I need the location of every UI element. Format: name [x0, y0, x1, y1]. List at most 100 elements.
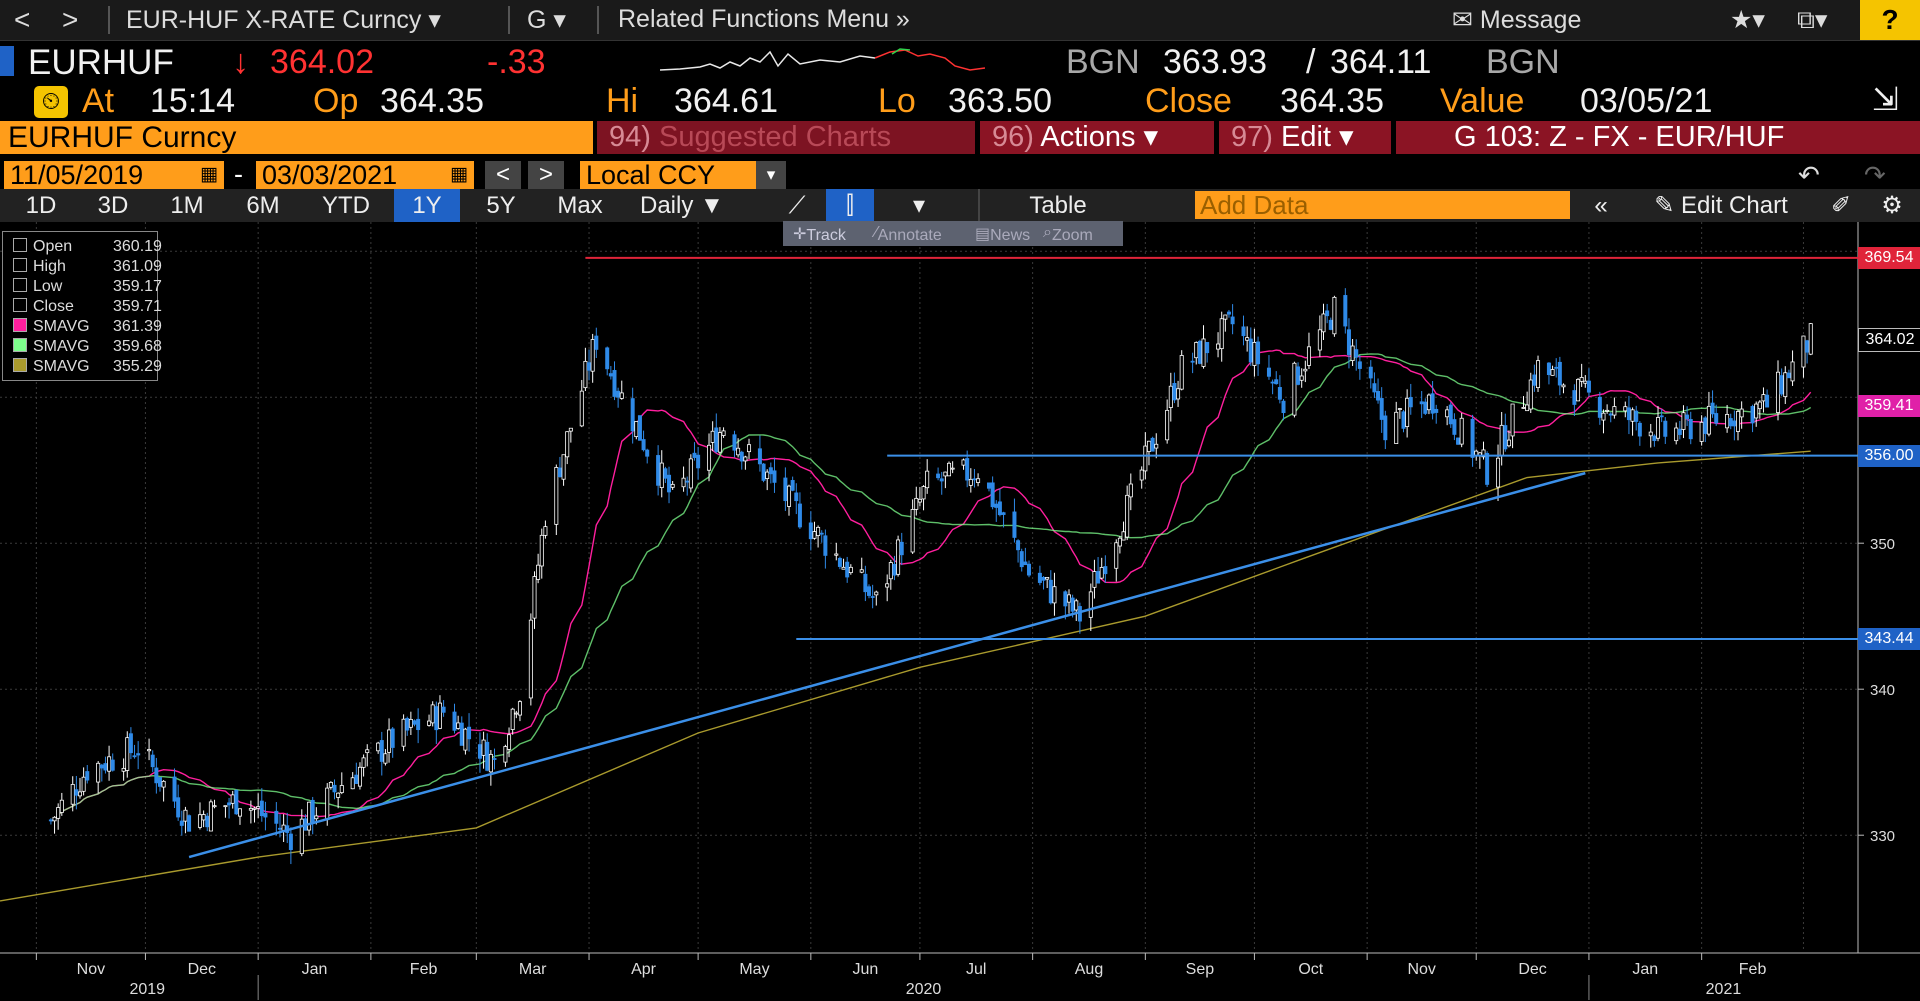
x-tick-label: Sep: [1186, 961, 1215, 978]
bid-source: BGN: [1066, 43, 1140, 81]
forward-arrow-icon[interactable]: >: [62, 4, 79, 35]
legend-item[interactable]: Low 359.17: [13, 278, 162, 298]
candle-body: [1637, 422, 1642, 437]
edit-chart-button[interactable]: ✎ Edit Chart: [1636, 189, 1806, 222]
gear-icon[interactable]: ⚙: [1881, 192, 1903, 219]
x-axis: Nov Dec Jan Feb Mar Apr May Jun Jul Aug Sep Oct Nov D…: [0, 222, 1920, 1000]
candle-body: [1023, 561, 1028, 566]
candle-body: [437, 702, 442, 729]
calendar-icon[interactable]: ▦: [450, 161, 474, 189]
annotate-tool[interactable]: ⁄ Annotate: [875, 224, 942, 244]
candle-body: [761, 463, 766, 481]
legend-item[interactable]: SMAVG 355.29: [13, 358, 162, 378]
security-name[interactable]: EURHUF Curncy: [0, 121, 593, 154]
range-6m[interactable]: 6M: [246, 192, 280, 219]
actions-button[interactable]: 96) Actions ▾: [980, 121, 1214, 154]
zoom-tool[interactable]: ⌕ Zoom: [1043, 224, 1093, 244]
table-button[interactable]: Table: [978, 189, 1136, 222]
chart-type-dropdown[interactable]: ▾: [912, 192, 926, 219]
legend-label: Low: [33, 278, 63, 295]
candle-body: [1063, 591, 1068, 607]
candle-body: [147, 749, 152, 752]
candle-body: [1226, 311, 1231, 315]
gauge-icon[interactable]: ⏲: [34, 86, 68, 118]
message-label: Message: [1479, 6, 1582, 34]
frequency-select[interactable]: Daily ▼: [640, 192, 724, 219]
back-arrow-icon[interactable]: <: [14, 4, 31, 35]
candle-body: [1190, 360, 1195, 363]
legend-value: 359.68: [113, 338, 162, 355]
candle-body: [1379, 398, 1384, 420]
page-title: G 103: Z - FX - EUR/HUF: [1396, 121, 1920, 154]
next-period-button[interactable]: >: [528, 161, 564, 189]
message-button[interactable]: ✉ Message: [1452, 5, 1581, 35]
chart-grid: [0, 222, 1858, 952]
candle-body: [85, 771, 90, 781]
candle-body: [1001, 512, 1006, 515]
legend-item[interactable]: SMAVG 361.39: [13, 318, 162, 338]
candle-body: [1328, 319, 1333, 330]
legend-item[interactable]: SMAVG 359.68: [13, 338, 162, 358]
currency-select[interactable]: Local CCY: [580, 161, 756, 189]
previous-period-button[interactable]: <: [485, 161, 521, 189]
candle-body: [1179, 355, 1184, 390]
candle-body: [325, 787, 330, 821]
calendar-icon[interactable]: ▦: [200, 161, 224, 189]
add-data-input[interactable]: Add Data: [1195, 191, 1570, 219]
drawn-lines: [188, 256, 1858, 859]
range-ytd[interactable]: YTD: [322, 192, 370, 219]
candle-body: [401, 718, 406, 747]
candle-body: [1317, 329, 1322, 351]
candle-body: [1776, 371, 1781, 413]
draw-tool-icon[interactable]: ✐: [1830, 192, 1852, 219]
candle-body: [354, 774, 359, 784]
function-menu[interactable]: G ▾: [527, 6, 566, 34]
candles: [48, 288, 1813, 865]
divider: [108, 6, 110, 34]
candle-body: [234, 790, 239, 815]
edit-button[interactable]: 97) Edit ▾: [1219, 121, 1391, 154]
window-export-icon[interactable]: ⧉▾: [1797, 6, 1828, 34]
line-chart-icon[interactable]: ⟋: [788, 192, 806, 219]
candle-body: [1754, 403, 1759, 419]
end-date-field[interactable]: 03/03/2021: [256, 161, 450, 189]
candle-body: [765, 471, 770, 479]
candle-body: [568, 427, 573, 432]
related-functions-menu[interactable]: Related Functions Menu »: [618, 5, 910, 33]
help-button[interactable]: ?: [1860, 0, 1920, 40]
legend-item[interactable]: Open 360.19: [13, 238, 162, 258]
range-1d[interactable]: 1D: [25, 192, 57, 219]
edit-label: Edit: [1280, 121, 1331, 153]
range-1y[interactable]: 1Y: [394, 189, 460, 222]
security-menu[interactable]: EUR-HUF X-RATE Curncy ▾: [126, 6, 441, 34]
legend-item[interactable]: Close 359.71: [13, 298, 162, 318]
range-3d[interactable]: 3D: [97, 192, 129, 219]
redo-icon[interactable]: ↷: [1864, 160, 1886, 190]
price-chart[interactable]: Nov Dec Jan Feb Mar Apr May Jun Jul Aug Sep Oct Nov D…: [0, 222, 1920, 1001]
news-tool[interactable]: ▤ News: [975, 226, 1031, 244]
chart-export-icon[interactable]: ⇲: [1872, 81, 1899, 117]
favorites-star-icon[interactable]: ★▾: [1730, 6, 1765, 34]
collapse-icon[interactable]: «: [1594, 192, 1608, 219]
close-label: Close: [1145, 82, 1232, 120]
range-1m[interactable]: 1M: [170, 192, 204, 219]
legend-item[interactable]: High 361.09: [13, 258, 162, 278]
candle-body: [976, 478, 981, 483]
candle-body: [1270, 381, 1275, 384]
range-max[interactable]: Max: [557, 192, 603, 219]
range-5y[interactable]: 5Y: [486, 192, 516, 219]
candle-body: [965, 458, 970, 481]
x-tick-label: Feb: [1739, 961, 1767, 978]
start-date-field[interactable]: 11/05/2019: [4, 161, 200, 189]
candle-body: [1172, 382, 1177, 401]
track-tool[interactable]: ✛ Track: [793, 226, 846, 244]
zoom-label: Zoom: [1051, 227, 1093, 244]
price-label: 343.44: [1858, 627, 1920, 650]
candle-body: [1372, 383, 1377, 393]
candlestick-icon[interactable]: ⫿: [826, 189, 874, 222]
suggested-charts-button[interactable]: 94) Suggested Charts: [597, 121, 975, 154]
chart-legend[interactable]: Open 360.19 High 361.09 Low 359.17 Close 359.71…: [2, 231, 162, 381]
undo-icon[interactable]: ↶: [1798, 160, 1820, 190]
chevron-down-icon[interactable]: ▾: [756, 161, 786, 189]
candle-body: [434, 706, 439, 731]
